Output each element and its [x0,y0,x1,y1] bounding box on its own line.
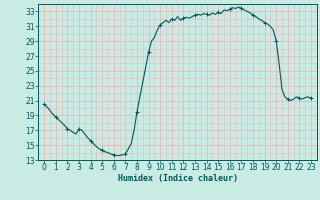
X-axis label: Humidex (Indice chaleur): Humidex (Indice chaleur) [118,174,238,183]
